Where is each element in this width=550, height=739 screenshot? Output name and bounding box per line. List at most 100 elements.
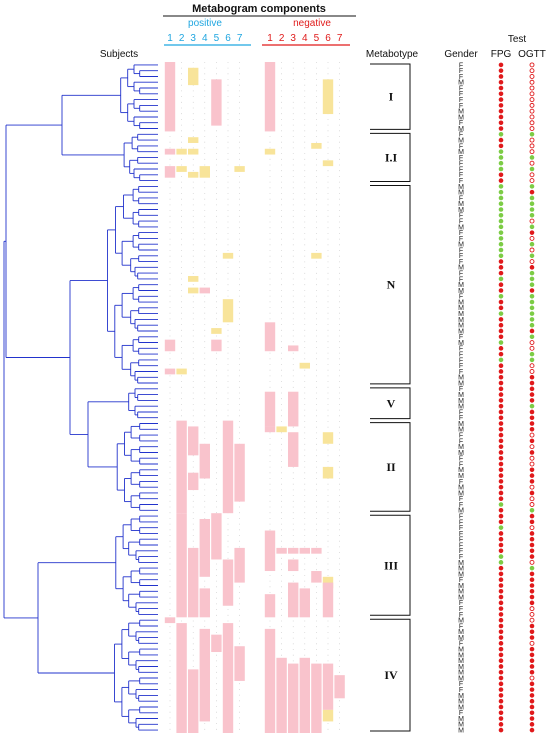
negative-cell-block [311, 547, 322, 554]
ogtt-dot [529, 224, 535, 230]
ogtt-dot [529, 716, 535, 721]
fpg-dot [498, 108, 504, 114]
ogtt-dot [529, 189, 535, 195]
ogtt-dot [529, 207, 535, 212]
ogtt-dot [529, 178, 535, 184]
ogtt-dot [529, 444, 535, 450]
fpg-dot [498, 664, 504, 669]
fpg-dot [498, 276, 504, 282]
negative-column-number: 3 [290, 33, 296, 44]
positive-label: positive [188, 18, 222, 29]
ogtt-dot [529, 340, 535, 345]
ogtt-dot [529, 230, 535, 235]
gender-value: F [459, 369, 463, 376]
fpg-dot [498, 617, 504, 623]
gender-value: M [458, 629, 464, 636]
ogtt-dot [529, 479, 535, 484]
gender-value: M [458, 201, 464, 208]
ogtt-dot [529, 305, 535, 311]
gender-value: M [458, 508, 464, 515]
gender-value: F [459, 496, 463, 503]
negative-cell-block [264, 148, 276, 155]
ogtt-dot [529, 727, 535, 733]
fpg-dot [498, 600, 504, 606]
positive-cell-block [164, 368, 176, 375]
ogtt-dot [529, 559, 535, 565]
negative-cell-block [299, 547, 310, 554]
fpg-dot [498, 195, 504, 201]
gender-value: M [458, 224, 464, 231]
fpg-dot [498, 641, 504, 646]
gender-value: F [459, 155, 463, 162]
gender-value: F [459, 91, 463, 98]
gender-value: M [458, 444, 464, 451]
fpg-dot [498, 675, 504, 681]
fpg-dot [498, 484, 504, 490]
figure-title: Metabogram components [192, 3, 326, 15]
metabotype-bracket [370, 132, 411, 182]
gender-value: F [459, 363, 463, 370]
negative-cell-block [288, 582, 299, 618]
gender-value: F [459, 641, 463, 648]
gender-value: M [458, 566, 464, 573]
ogtt-dot [529, 235, 535, 241]
positive-cell-block [164, 166, 176, 178]
gender-value: M [458, 288, 464, 295]
negative-cell-block [276, 547, 287, 554]
fpg-dot [498, 74, 504, 79]
negative-cell-block [311, 663, 322, 733]
ogtt-dot [529, 461, 535, 467]
fpg-dot [498, 299, 504, 305]
fpg-dot [498, 68, 504, 73]
gender-value: M [458, 323, 464, 330]
gender-value: F [459, 357, 463, 364]
ogtt-dot [529, 184, 535, 189]
fpg-dot [498, 409, 504, 415]
gender-value: M [458, 595, 464, 602]
fpg-dot [498, 727, 504, 733]
fpg-dot [498, 253, 504, 259]
gender-value: M [458, 427, 464, 434]
negative-column-number: 5 [314, 33, 320, 44]
gender-value: M [458, 138, 464, 145]
positive-cell-block [188, 472, 199, 491]
negative-cell-block [288, 663, 299, 733]
ogtt-dot [529, 687, 535, 692]
gender-value: F [459, 120, 463, 127]
ogtt-dot [529, 317, 535, 322]
fpg-dot [498, 658, 504, 663]
ogtt-dot [529, 502, 535, 507]
ogtt-dot [529, 704, 535, 710]
ogtt-dot [529, 583, 535, 588]
negative-label: negative [293, 18, 331, 29]
fpg-dot [498, 132, 504, 137]
gender-value: M [458, 485, 464, 492]
ogtt-dot [529, 102, 535, 108]
fpg-dot [498, 548, 504, 554]
fpg-dot [498, 224, 504, 230]
ogtt-dot [529, 265, 535, 270]
ogtt-dot [529, 79, 535, 85]
ogtt-dot [529, 611, 535, 617]
gender-value: F [459, 294, 463, 301]
ogtt-dot [529, 508, 535, 513]
fpg-dot [498, 91, 504, 97]
ogtt-dot [529, 172, 535, 178]
ogtt-dot [529, 299, 535, 305]
fpg-dot [498, 247, 504, 253]
ogtt-dot [529, 698, 535, 704]
fpg-dot [498, 704, 504, 710]
fpg-label: FPG [491, 49, 512, 60]
fpg-dot [498, 201, 504, 207]
gender-value: M [458, 473, 464, 480]
fpg-dot [498, 606, 504, 611]
positive-cell-block [199, 628, 210, 722]
fpg-dot [498, 114, 504, 120]
gender-value: M [458, 658, 464, 665]
positive-cell-block [199, 287, 210, 294]
fpg-dot [498, 496, 504, 502]
gender-value: M [458, 126, 464, 133]
negative-cell-block [276, 657, 287, 733]
gender-value: M [458, 300, 464, 307]
